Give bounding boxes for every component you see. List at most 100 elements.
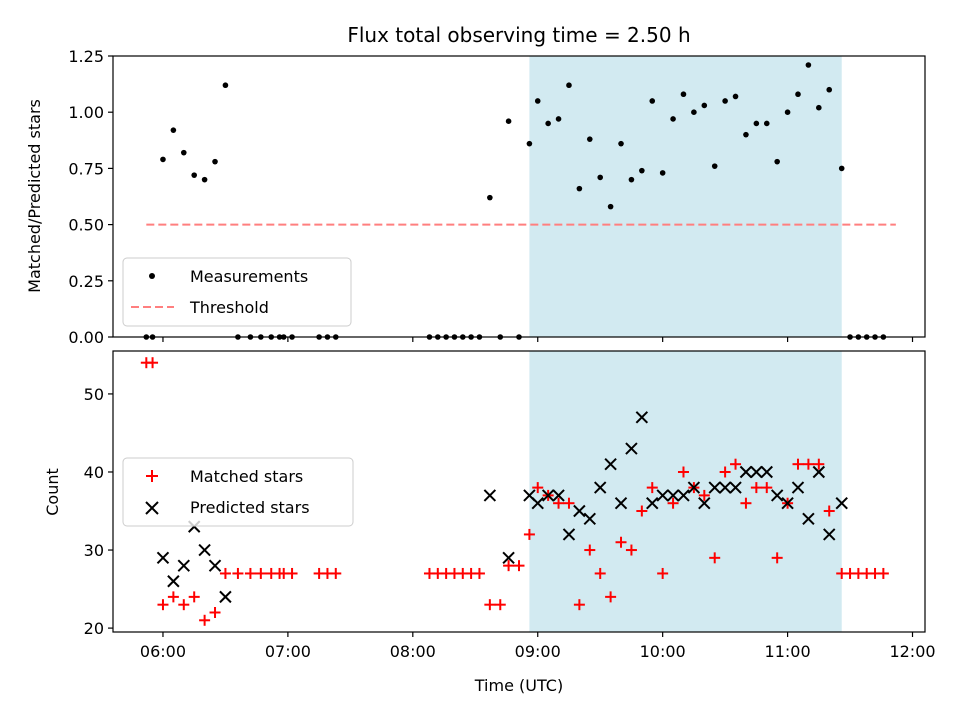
- matched-star-point: [494, 599, 506, 611]
- matched-star-point: [677, 466, 689, 478]
- legend-measurements-label: Measurements: [190, 267, 308, 286]
- matched-star-point: [605, 591, 617, 603]
- predicted-star-point: [483, 489, 497, 502]
- matched-star-point: [523, 528, 535, 540]
- predicted-star-point: [698, 497, 711, 510]
- matched-star-point: [286, 567, 298, 579]
- y-tick-label: 40: [84, 463, 104, 482]
- measurement-point: [691, 109, 697, 115]
- measurement-point: [222, 82, 229, 89]
- predicted-star-point: [156, 551, 170, 565]
- x-axis-label: Time (UTC): [474, 676, 563, 695]
- measurement-point: [201, 176, 208, 183]
- measurement-point: [566, 82, 572, 89]
- bottom-y-ticks: 20 30 40 50: [84, 385, 113, 638]
- bottom-panel: Count Time (UTC) 20 30 40 50 06:00 07:00 08:0…: [43, 350, 936, 695]
- legend-predicted-stars-marker: [145, 501, 159, 515]
- top-plot-marks: [143, 62, 896, 340]
- predicted-star-point: [677, 489, 690, 502]
- predicted-star-point: [531, 497, 544, 510]
- measurement-point: [212, 158, 218, 165]
- measurement-point: [526, 140, 533, 147]
- measurement-point: [555, 116, 562, 122]
- matched-star-point: [750, 482, 762, 494]
- measurement-point: [505, 118, 512, 124]
- measurement-point: [170, 127, 177, 133]
- matched-star-point: [771, 552, 783, 564]
- bottom-x-ticks: 06:00 07:00 08:00 09:00 10:00 11:00 12:00: [140, 632, 936, 661]
- predicted-star-point: [687, 481, 701, 494]
- predicted-star-point: [502, 551, 515, 565]
- predicted-star-point: [646, 497, 659, 510]
- measurement-point: [711, 163, 718, 169]
- matched-star-point: [473, 567, 485, 579]
- matched-star-point: [813, 458, 825, 470]
- top-y-ticks: 0.00 0.25 0.50 0.75 1.00 1.25: [68, 47, 113, 347]
- legend-matched-stars-marker: [146, 470, 158, 482]
- predicted-star-point: [219, 590, 232, 604]
- matched-star-point: [255, 567, 267, 579]
- matched-star-point: [532, 482, 544, 494]
- matched-star-point: [244, 567, 256, 579]
- y-tick-label: 1.25: [68, 47, 104, 66]
- predicted-star-point: [573, 504, 586, 518]
- measurement-point: [732, 93, 739, 100]
- predicted-star-point: [802, 512, 815, 526]
- matched-star-point: [719, 466, 731, 478]
- matched-star-point: [147, 357, 159, 369]
- x-tick-label: 10:00: [640, 642, 686, 661]
- measurement-point: [805, 62, 812, 68]
- chart-title: Flux total observing time = 2.50 h: [347, 23, 690, 47]
- matched-star-point: [709, 552, 721, 564]
- x-tick-label: 07:00: [265, 642, 311, 661]
- predicted-star-point: [656, 489, 669, 502]
- predicted-star-point: [198, 543, 211, 557]
- predicted-star-point: [583, 512, 596, 526]
- predicted-star-point: [760, 465, 773, 479]
- matched-star-point: [802, 458, 814, 470]
- matched-star-point: [563, 497, 575, 509]
- measurement-point: [180, 149, 187, 156]
- legend-matched-stars-label: Matched stars: [190, 467, 303, 486]
- predicted-star-point: [781, 497, 794, 510]
- x-tick-label: 06:00: [140, 642, 186, 661]
- predicted-star-point: [812, 465, 826, 479]
- matched-star-point: [553, 497, 565, 509]
- predicted-star-point: [708, 481, 721, 494]
- measurement-point: [680, 91, 687, 98]
- measurement-point: [576, 185, 583, 192]
- predicted-star-point: [541, 489, 555, 502]
- matched-star-point: [157, 599, 169, 611]
- y-tick-label: 0.00: [68, 328, 104, 347]
- y-tick-label: 0.50: [68, 216, 104, 235]
- matched-star-point: [219, 567, 231, 579]
- measurement-point: [774, 158, 780, 165]
- measurement-point: [607, 203, 614, 210]
- predicted-star-point: [770, 489, 784, 502]
- measurement-point: [639, 167, 645, 174]
- x-tick-label: 08:00: [390, 642, 436, 661]
- measurement-point: [670, 116, 676, 122]
- measurement-point: [545, 120, 551, 127]
- legend-predicted-stars-label: Predicted stars: [190, 498, 310, 517]
- matched-star-point: [667, 497, 679, 509]
- predicted-star-point: [614, 497, 628, 510]
- predicted-star-point: [593, 481, 607, 494]
- predicted-star-point: [208, 559, 222, 572]
- matched-star-point: [209, 606, 221, 618]
- y-tick-label: 20: [84, 619, 104, 638]
- predicted-star-point: [177, 559, 190, 572]
- measurement-point: [649, 98, 656, 104]
- y-tick-label: 50: [84, 385, 104, 404]
- matched-star-point: [823, 505, 835, 517]
- matched-star-point: [199, 614, 211, 626]
- bottom-axes-frame: [112, 350, 926, 633]
- matched-star-point: [594, 567, 606, 579]
- measurement-point: [784, 109, 791, 115]
- predicted-star-point: [635, 411, 649, 424]
- predicted-star-point: [823, 528, 836, 541]
- y-tick-label: 0.25: [68, 272, 104, 291]
- measurement-point: [753, 120, 760, 127]
- matched-star-point: [330, 567, 342, 579]
- predicted-star-point: [167, 575, 180, 588]
